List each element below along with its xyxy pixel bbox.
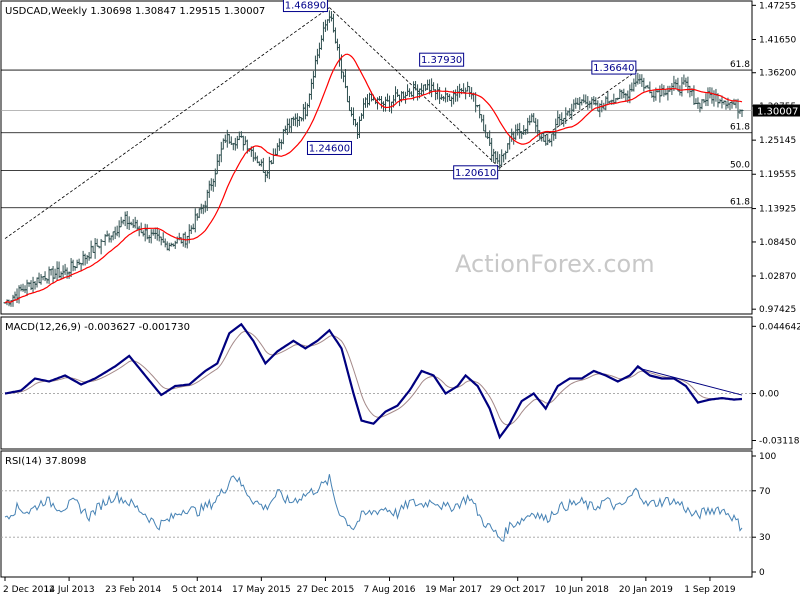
price-y-tick-label: 1.02870 bbox=[759, 272, 796, 282]
rsi-y-tick-label: 70 bbox=[759, 487, 771, 497]
price-y-tick-label: 1.41650 bbox=[759, 36, 796, 46]
macd-y-tick-label: 0.00 bbox=[759, 390, 779, 400]
moving-average-line bbox=[4, 53, 743, 304]
level-annotation-box bbox=[282, 0, 328, 13]
price-panel: 61.8 61.8 50.0 61.8 ActionForex.com 1.46890… bbox=[0, 0, 800, 315]
watermark: ActionForex.com bbox=[455, 250, 655, 278]
level-annotation-label: 1.37930 bbox=[421, 55, 462, 66]
x-tick-label: 20 Jan 2019 bbox=[619, 585, 673, 595]
rsi-y-tick-label: 100 bbox=[759, 452, 776, 462]
price-y-axis: 1.472551.416501.362001.307551.251451.195… bbox=[752, 1, 800, 315]
x-tick-label: 10 Jun 2018 bbox=[555, 585, 609, 595]
level-annotation-box bbox=[591, 60, 637, 75]
macd-panel: 0.044642 0.00 -0.031183 MACD(12,26,9) -0.0… bbox=[0, 316, 800, 450]
price-annotations: 1.46890 1.37930 1.36640 1.24600 1.20610 bbox=[282, 0, 637, 180]
price-y-tick-label: 1.19555 bbox=[759, 170, 796, 180]
price-dashed-trendlines bbox=[4, 7, 639, 239]
dashed-trendline bbox=[329, 7, 500, 169]
macd-panel-frame bbox=[0, 316, 753, 450]
price-y-tick-label: 1.08450 bbox=[759, 238, 796, 248]
dashed-trendline bbox=[4, 7, 330, 239]
price-y-tick-label: 1.13925 bbox=[759, 205, 796, 215]
rsi-level-lines bbox=[1, 490, 752, 538]
price-y-tick-label: 0.97425 bbox=[759, 305, 796, 315]
fib-level-label: 50.0 bbox=[730, 160, 750, 170]
x-tick-label: 27 Dec 2015 bbox=[297, 585, 355, 595]
rsi-panel-frame bbox=[0, 450, 753, 578]
x-tick-label: 19 Mar 2017 bbox=[425, 585, 482, 595]
x-tick-label: 23 Feb 2014 bbox=[105, 585, 161, 595]
price-panel-frame bbox=[0, 0, 753, 315]
level-annotation-box bbox=[306, 140, 352, 155]
rsi-line bbox=[4, 474, 743, 542]
price-panel-title: USDCAD,Weekly 1.30698 1.30847 1.29515 1.… bbox=[5, 6, 265, 17]
price-y-tick-label: 1.36200 bbox=[759, 69, 796, 79]
macd-y-tick-label: 0.044642 bbox=[759, 322, 800, 332]
fib-level-label: 61.8 bbox=[730, 60, 750, 70]
macd-y-axis: 0.044642 0.00 -0.031183 bbox=[752, 322, 800, 446]
fib-level-label: 61.8 bbox=[730, 123, 750, 133]
dashed-trendline bbox=[499, 69, 639, 169]
x-tick-label: 5 Oct 2014 bbox=[172, 585, 222, 595]
rsi-y-tick-label: 30 bbox=[759, 533, 771, 543]
x-tick-label: 14 Jul 2013 bbox=[44, 585, 95, 595]
price-y-tick-label: 1.47255 bbox=[759, 1, 796, 11]
rsi-panel: 100 70 30 0 RSI(14) 37.8098 bbox=[0, 450, 776, 578]
level-annotation-label: 1.20610 bbox=[455, 168, 496, 179]
macd-y-tick-label: -0.031183 bbox=[759, 436, 800, 446]
macd-trendline bbox=[637, 367, 743, 396]
macd-line bbox=[4, 322, 743, 440]
x-tick-label: 1 Sep 2019 bbox=[684, 585, 736, 595]
level-annotation-label: 1.36640 bbox=[593, 63, 634, 74]
price-y-tick-label: 1.25145 bbox=[759, 136, 796, 146]
level-annotation-label: 1.24600 bbox=[309, 143, 350, 154]
rsi-y-tick-label: 0 bbox=[759, 568, 765, 578]
current-price-label: 1.30007 bbox=[757, 107, 798, 118]
current-price-box bbox=[753, 104, 800, 117]
fib-level-label: 61.8 bbox=[730, 198, 750, 208]
rsi-y-axis: 100 70 30 0 bbox=[752, 452, 776, 578]
x-tick-label: 17 May 2015 bbox=[232, 585, 291, 595]
level-annotation-box bbox=[419, 52, 465, 67]
level-annotation-box bbox=[453, 165, 499, 180]
x-tick-label: 2 Dec 2012 bbox=[3, 585, 55, 595]
x-tick-label: 29 Oct 2017 bbox=[490, 585, 546, 595]
rsi-panel-title: RSI(14) 37.8098 bbox=[5, 456, 86, 467]
price-bars bbox=[3, 10, 744, 307]
macd-panel-title: MACD(12,26,9) -0.003627 -0.001730 bbox=[5, 322, 190, 333]
macd-signal-line bbox=[5, 330, 742, 426]
level-annotation-label: 1.46890 bbox=[285, 1, 326, 12]
x-tick-label: 7 Aug 2016 bbox=[364, 585, 416, 595]
